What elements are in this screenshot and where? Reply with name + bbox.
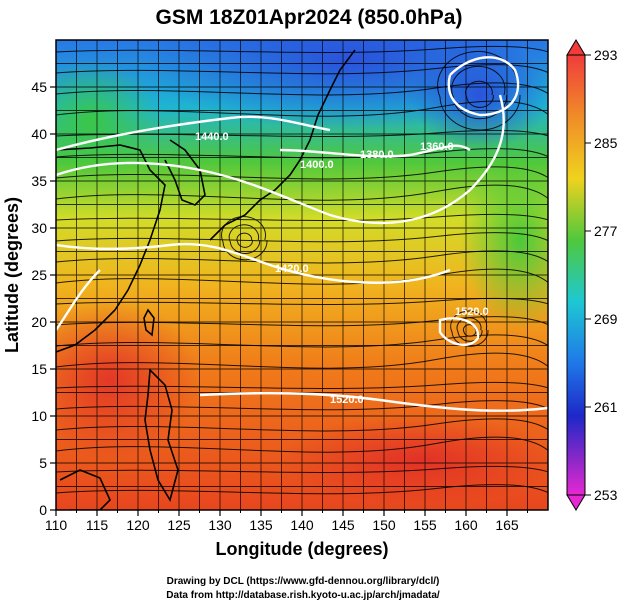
x-tick-label: 140	[290, 517, 314, 533]
streamline	[56, 250, 548, 264]
x-tick-label: 150	[372, 517, 396, 533]
streamline	[451, 65, 508, 120]
y-tick-label: 25	[31, 267, 47, 283]
colorbar-bottom-triangle	[566, 494, 586, 511]
x-tick-label: 160	[454, 517, 478, 533]
streamline	[56, 465, 548, 473]
streamline	[56, 45, 548, 53]
contour-label: 1400.0	[300, 159, 334, 171]
y-tick-label: 0	[39, 502, 47, 518]
contour-label: 1440.0	[195, 131, 229, 143]
y-axis: 0 5 10 15 20 25 30 35 40 45	[31, 79, 56, 518]
streamline	[56, 184, 548, 201]
streamline	[450, 310, 489, 347]
map-title: GSM 18Z01Apr2024 (850.0hPa)	[156, 6, 463, 29]
contour-1440	[56, 115, 331, 152]
y-tick-label: 30	[31, 220, 47, 236]
colorbar-tick-label: 293	[594, 47, 618, 63]
streamline	[56, 232, 548, 243]
x-axis: 110 115 120 125 130 135 140 145 150 155 160 165	[45, 510, 528, 533]
streamline	[56, 418, 548, 432]
y-axis-label: Latitude (degrees)	[2, 197, 22, 353]
x-tick-label: 110	[45, 517, 68, 533]
contour-1520-low	[438, 317, 480, 346]
streamline	[56, 352, 548, 369]
contour-label: 1520.0	[455, 306, 489, 318]
streamline	[56, 381, 548, 389]
coast-taiwan	[143, 308, 155, 337]
contour-label: 1360.0	[420, 141, 454, 153]
credit-data: Data from http://database.rish.kyoto-u.a…	[166, 590, 440, 601]
x-tick-label: 135	[249, 517, 273, 533]
colorbar-ticks: 293 285 277 269 261 253	[585, 47, 618, 503]
y-tick-label: 10	[31, 408, 47, 424]
colorbar-tick-label: 253	[594, 487, 618, 503]
x-tick-label: 145	[331, 517, 355, 533]
contour-1380	[279, 144, 471, 158]
contour-labels: 1440.0 1400.0 1380.0 1360.0 1420.0 1520.…	[195, 131, 489, 406]
coast-japan	[209, 49, 356, 241]
contour-1400	[56, 94, 505, 225]
x-tick-label: 165	[495, 517, 519, 533]
y-tick-label: 40	[31, 126, 47, 142]
y-tick-label: 45	[31, 79, 47, 95]
colorbar-bar	[566, 54, 586, 496]
y-tick-label: 20	[31, 314, 47, 330]
warm-region-south	[56, 300, 200, 460]
contour-1520-west	[56, 269, 101, 331]
plot-area: 1440.0 1400.0 1380.0 1360.0 1420.0 1520.…	[56, 40, 548, 510]
green-tongue-east	[460, 150, 548, 330]
coast-borneo	[59, 469, 111, 510]
colorbar-top-triangle	[566, 39, 586, 56]
contours	[56, 56, 548, 412]
colorbar-tick-label: 269	[594, 311, 618, 327]
streamline	[56, 64, 548, 75]
y-tick-label: 15	[31, 361, 47, 377]
contour-1420	[56, 242, 451, 284]
coastlines	[56, 49, 356, 510]
x-tick-label: 130	[208, 517, 232, 533]
x-tick-label: 115	[86, 517, 109, 533]
streamline	[56, 297, 548, 305]
x-tick-label: 120	[126, 517, 150, 533]
warm-region-southeast	[280, 415, 548, 505]
streamline	[56, 334, 548, 348]
contour-1360	[447, 56, 520, 117]
contour-label: 1520.0	[330, 394, 364, 406]
coast-china	[56, 144, 166, 353]
contour-label: 1420.0	[275, 263, 309, 275]
coast-philippines	[144, 368, 179, 503]
x-tick-label: 125	[167, 517, 191, 533]
colorbar-tick-label: 285	[594, 135, 618, 151]
x-axis-label: Longitude (degrees)	[215, 539, 388, 559]
streamline	[56, 213, 548, 221]
streamline	[56, 82, 548, 96]
streamline	[236, 232, 253, 248]
colorbar: 293 285 277 269 261 253	[566, 39, 618, 511]
contour-1520-south	[199, 391, 548, 412]
credit-drawing: Drawing by DCL (https://www.gfd-dennou.o…	[167, 576, 440, 587]
x-tick-label: 155	[413, 517, 437, 533]
y-tick-label: 5	[39, 455, 47, 471]
colorbar-tick-label: 261	[594, 399, 618, 415]
coast-korea	[164, 139, 206, 206]
colorbar-tick-label: 277	[594, 223, 618, 239]
streamline	[56, 484, 548, 495]
y-tick-label: 35	[31, 173, 47, 189]
contour-label: 1380.0	[360, 149, 394, 161]
streamline	[221, 216, 268, 261]
streamline	[56, 436, 548, 453]
